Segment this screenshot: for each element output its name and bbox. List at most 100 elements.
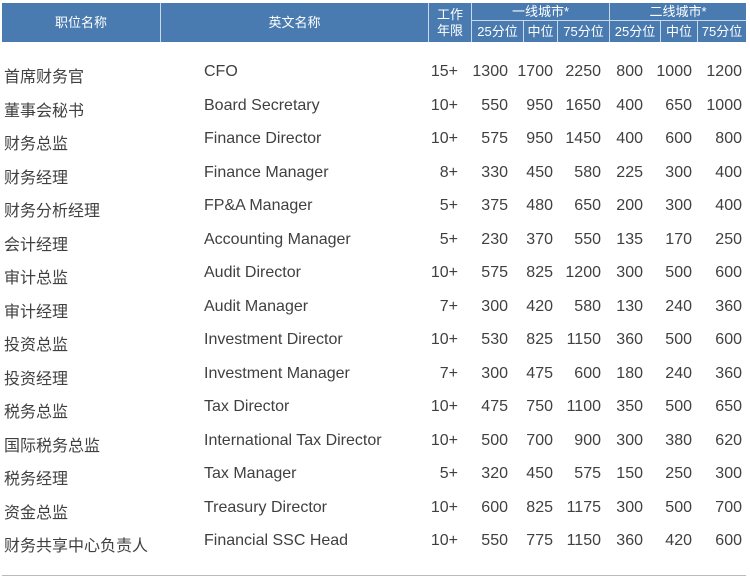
header-t2-p50: 中位 xyxy=(661,21,698,42)
tier2-median: 500 xyxy=(665,264,692,281)
years: 10+ xyxy=(430,96,458,114)
tier1-median: 450 xyxy=(526,465,553,482)
tier2-p75: 300 xyxy=(715,465,742,482)
years: 7+ xyxy=(439,364,458,382)
job-title-en: Financial SSC Head xyxy=(204,532,349,549)
tier2-p75: 400 xyxy=(715,197,742,214)
header-t2-p75: 75分位 xyxy=(701,23,743,39)
tier1-median: 1700 xyxy=(517,63,553,80)
tier1-median: 950 xyxy=(526,130,553,147)
tier1-p25: 600 xyxy=(481,498,508,516)
tier2-median: 600 xyxy=(665,130,692,147)
tier1-p25: 300 xyxy=(481,364,508,382)
tier2-median: 170 xyxy=(665,230,692,248)
table-row: 审计经理 Audit Manager 7+ 300 420 580 130 240 360 xyxy=(0,290,750,324)
tier1-p25: 475 xyxy=(481,398,508,415)
header-t1-p25: 25分位 xyxy=(472,21,524,42)
job-title-en: FP&A Manager xyxy=(204,197,313,214)
tier2-median: 420 xyxy=(665,532,692,549)
tier1-p25: 550 xyxy=(481,96,508,114)
job-title-en: Tax Manager xyxy=(204,465,297,482)
tier1-median: 825 xyxy=(526,331,553,348)
years: 10+ xyxy=(430,532,458,549)
tier2-p75: 1000 xyxy=(706,96,742,114)
tier1-p75: 580 xyxy=(574,297,601,315)
table-row: 资金总监 Treasury Director 10+ 600 825 1175 300 500… xyxy=(0,491,750,525)
table-row: 审计总监 Audit Director 10+ 575 825 1200 300 500 600 xyxy=(0,256,750,290)
tier2-p75: 1200 xyxy=(706,63,742,80)
tier2-p25: 135 xyxy=(616,230,643,248)
tier1-p75: 650 xyxy=(574,197,601,214)
years: 5+ xyxy=(439,197,458,214)
tier2-p25: 300 xyxy=(616,431,643,449)
years: 10+ xyxy=(430,331,458,348)
tier2-median: 1000 xyxy=(656,63,692,80)
table-row: 财务总监 Finance Director 10+ 575 950 1450 400 600 8… xyxy=(0,122,750,156)
tier2-p75: 600 xyxy=(715,331,742,348)
job-title-cn: 税务总监 xyxy=(4,404,69,421)
tier2-p25: 350 xyxy=(616,398,643,415)
header-t2-p25: 25分位 xyxy=(610,21,661,42)
tier2-median: 250 xyxy=(665,465,692,482)
tier1-p75: 600 xyxy=(574,364,601,382)
years: 5+ xyxy=(439,230,458,248)
tier2-p25: 400 xyxy=(616,130,643,147)
job-title-cn: 财务共享中心负责人 xyxy=(4,538,149,555)
tier2-p75: 620 xyxy=(715,431,742,449)
job-title-en: Finance Director xyxy=(204,130,322,147)
tier1-p75: 2250 xyxy=(565,63,601,80)
tier2-p25: 300 xyxy=(616,498,643,516)
tier1-p25: 375 xyxy=(481,197,508,214)
tier1-median: 950 xyxy=(526,96,553,114)
job-title-cn: 税务经理 xyxy=(4,471,69,488)
tier2-median: 240 xyxy=(665,364,692,382)
years: 10+ xyxy=(430,431,458,449)
job-title-en: Audit Manager xyxy=(204,297,309,315)
bottom-divider xyxy=(2,575,746,576)
table-row: 投资经理 Investment Manager 7+ 300 475 600 180 240 3… xyxy=(0,357,750,391)
tier1-median: 775 xyxy=(526,532,553,549)
tier2-p25: 360 xyxy=(616,331,643,348)
table-row: 财务共享中心负责人 Financial SSC Head 10+ 550 775 1150… xyxy=(0,524,750,558)
tier2-p75: 650 xyxy=(715,398,742,415)
table-row: 投资总监 Investment Director 10+ 530 825 1150 360 5… xyxy=(0,323,750,357)
header-t1-p75: 75分位 xyxy=(558,21,610,42)
years: 10+ xyxy=(430,398,458,415)
job-title-en: Accounting Manager xyxy=(204,230,351,248)
table-row: 财务经理 Finance Manager 8+ 330 450 580 225 300 400 xyxy=(0,156,750,190)
years: 10+ xyxy=(430,130,458,147)
tier2-median: 500 xyxy=(665,331,692,348)
table-row: 税务经理 Tax Manager 5+ 320 450 575 150 250 300 xyxy=(0,457,750,491)
tier1-median: 825 xyxy=(526,264,553,281)
job-title-en: Tax Director xyxy=(204,398,290,415)
job-title-cn: 董事会秘书 xyxy=(4,102,85,120)
tier1-p75: 550 xyxy=(574,230,601,248)
tier2-p25: 180 xyxy=(616,364,643,382)
tier2-p25: 800 xyxy=(616,63,643,80)
job-title-cn: 财务分析经理 xyxy=(4,203,101,220)
job-title-cn: 资金总监 xyxy=(4,504,69,522)
tier1-p75: 1450 xyxy=(565,130,601,147)
tier2-median: 300 xyxy=(665,197,692,214)
tier1-p25: 230 xyxy=(481,230,508,248)
tier1-median: 750 xyxy=(526,398,553,415)
tier2-median: 650 xyxy=(665,96,692,114)
tier2-p75: 250 xyxy=(715,230,742,248)
job-title-cn: 国际税务总监 xyxy=(4,437,101,455)
job-title-cn: 投资总监 xyxy=(4,337,69,354)
tier1-p25: 575 xyxy=(481,130,508,147)
tier2-p25: 400 xyxy=(616,96,643,114)
header-tier2: 二线城市* xyxy=(610,3,746,21)
years: 8+ xyxy=(439,163,458,181)
tier1-median: 450 xyxy=(526,163,553,181)
years: 7+ xyxy=(439,297,458,315)
header-t1-p50: 中位 xyxy=(524,21,558,42)
job-title-cn: 审计总监 xyxy=(4,270,69,287)
job-title-cn: 投资经理 xyxy=(4,370,69,388)
table-header: 职位名称 英文名称 工作年限 一线城市* 二线城市* 25分位 中位 75分位 … xyxy=(2,3,746,42)
tier1-p25: 500 xyxy=(481,431,508,449)
tier1-p75: 1150 xyxy=(566,331,601,348)
tier1-p75: 580 xyxy=(574,163,601,181)
tier1-p75: 1175 xyxy=(566,498,601,516)
tier1-p75: 1650 xyxy=(565,96,601,114)
